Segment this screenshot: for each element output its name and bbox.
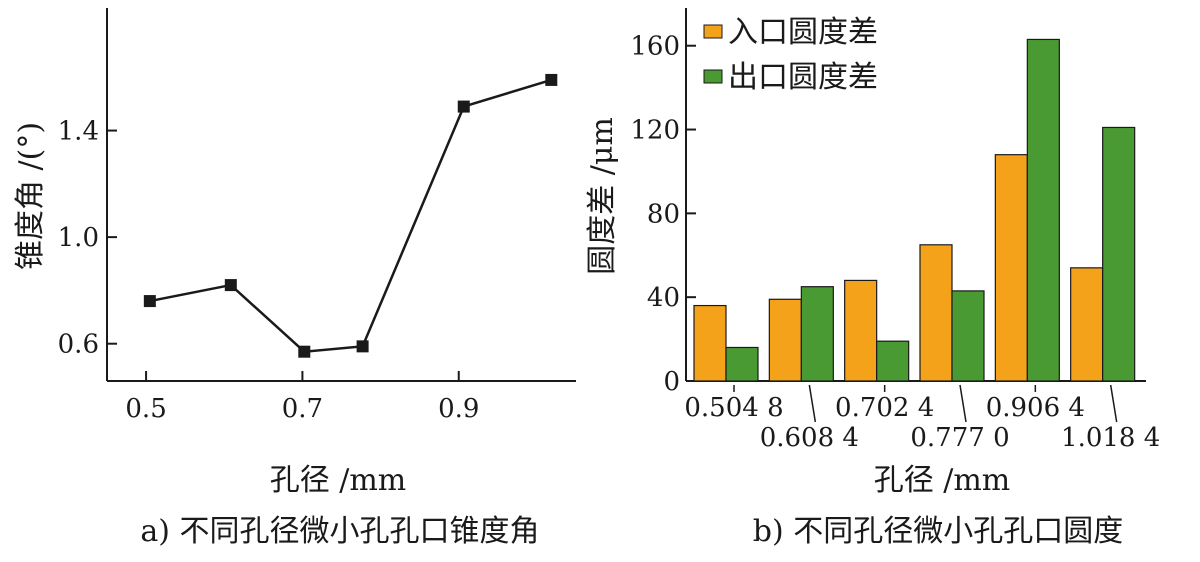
outlet-roundness-bar (951, 290, 985, 382)
line-chart-x-ticks: 0.5 0.7 0.9 (125, 371, 479, 424)
legend-swatch-inlet (703, 24, 723, 39)
taper-angle-points (143, 73, 558, 358)
line-chart-y-tick-label: 0.6 (58, 330, 99, 360)
bar-chart-category-label: 1.018 4 (1061, 423, 1160, 453)
line-chart-y-label: 锥度角 /(°) (13, 122, 48, 270)
outlet-roundness-bar (876, 340, 910, 382)
bar-chart-y-label: 圆度差 /μm (585, 117, 620, 275)
taper-angle-point (143, 295, 156, 308)
line-chart-y-ticks: 0.6 1.0 1.4 (58, 117, 117, 360)
line-chart-y-tick-label: 1.0 (58, 223, 99, 253)
bar-chart-y-tick-label: 160 (630, 32, 680, 62)
taper-angle-point (224, 279, 237, 292)
outlet-roundness-bar (725, 346, 759, 382)
outlet-roundness-bar (1102, 126, 1136, 382)
line-chart-x-tick-label: 0.9 (438, 394, 479, 424)
bar-chart-y-tick-label: 0 (663, 367, 680, 397)
inlet-roundness-bar (919, 244, 953, 382)
taper-angle-point (298, 345, 311, 358)
line-chart: 0.6 1.0 1.4 0.5 0.7 0.9 锥度角 /(°) 孔径 /mm a) 不… (13, 8, 576, 549)
bar-chart-category-label: 0.504 8 (684, 393, 783, 423)
outlet-roundness-bar (800, 286, 834, 382)
bar-chart-category-label: 0.702 4 (835, 393, 934, 423)
taper-angle-point (457, 100, 470, 113)
bar-chart-caption: b) 不同孔径微小孔孔口圆度 (753, 514, 1123, 549)
inlet-roundness-bar (994, 154, 1028, 382)
taper-angle-point (356, 340, 369, 353)
bar-chart-y-ticks: 0 40 80 120 160 (630, 32, 696, 397)
bar-chart-bars (693, 38, 1136, 382)
taper-angle-line (149, 78, 552, 353)
bar-chart-y-tick-label: 120 (630, 116, 680, 146)
bar-chart-x-label: 孔径 /mm (874, 463, 1011, 498)
line-chart-x-tick-label: 0.5 (125, 394, 166, 424)
legend-label-outlet: 出口圆度差 (728, 60, 878, 95)
line-chart-caption: a) 不同孔径微小孔孔口锥度角 (140, 514, 539, 549)
outlet-roundness-bar (1026, 38, 1060, 382)
bar-chart-y-tick-label: 80 (647, 199, 680, 229)
inlet-roundness-bar (693, 304, 727, 382)
bar-chart-legend: 入口圆度差 出口圆度差 (703, 15, 878, 95)
bar-chart-category-labels: 0.504 80.608 40.702 40.777 00.906 41.018… (684, 384, 1160, 453)
inlet-roundness-bar (1070, 267, 1104, 382)
bar-chart-category-label: 0.906 4 (986, 393, 1085, 423)
bar-chart: 0 40 80 120 160 0.504 80.608 40.702 40.777 0… (585, 8, 1160, 549)
legend-label-inlet: 入口圆度差 (728, 15, 878, 50)
category-leader-line (808, 384, 817, 423)
legend-swatch-outlet (703, 69, 723, 84)
line-chart-x-label: 孔径 /mm (270, 463, 407, 498)
inlet-roundness-bar (844, 279, 878, 382)
line-chart-x-tick-label: 0.7 (282, 394, 323, 424)
inlet-roundness-bar (768, 298, 802, 382)
bar-chart-y-tick-label: 40 (647, 283, 680, 313)
taper-angle-point (545, 73, 558, 86)
category-leader-line (959, 384, 967, 423)
category-leader-line (1109, 384, 1118, 423)
line-chart-y-tick-label: 1.4 (58, 117, 99, 147)
bar-chart-category-label: 0.608 4 (760, 423, 859, 453)
bar-chart-category-label: 0.777 0 (910, 423, 1009, 453)
